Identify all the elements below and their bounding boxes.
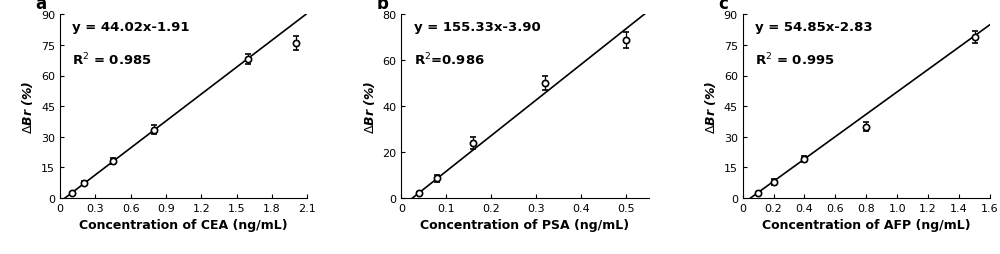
Text: b: b	[377, 0, 388, 13]
Text: y = 54.85x-2.83: y = 54.85x-2.83	[755, 21, 873, 34]
X-axis label: Concentration of CEA (ng/mL): Concentration of CEA (ng/mL)	[79, 218, 288, 231]
X-axis label: Concentration of PSA (ng/mL): Concentration of PSA (ng/mL)	[420, 218, 630, 231]
Y-axis label: $\Delta$Br (%): $\Delta$Br (%)	[20, 80, 35, 133]
Text: R$^2$=0.986: R$^2$=0.986	[414, 52, 485, 68]
X-axis label: Concentration of AFP (ng/mL): Concentration of AFP (ng/mL)	[762, 218, 971, 231]
Text: c: c	[718, 0, 728, 13]
Text: R$^2$ = 0.995: R$^2$ = 0.995	[755, 52, 835, 68]
Text: y = 44.02x-1.91: y = 44.02x-1.91	[72, 21, 190, 34]
Y-axis label: $\Delta$Br (%): $\Delta$Br (%)	[703, 80, 718, 133]
Text: y = 155.33x-3.90: y = 155.33x-3.90	[414, 21, 540, 34]
Text: R$^2$ = 0.985: R$^2$ = 0.985	[72, 52, 152, 68]
Text: a: a	[35, 0, 46, 13]
Y-axis label: $\Delta$Br (%): $\Delta$Br (%)	[362, 80, 377, 133]
